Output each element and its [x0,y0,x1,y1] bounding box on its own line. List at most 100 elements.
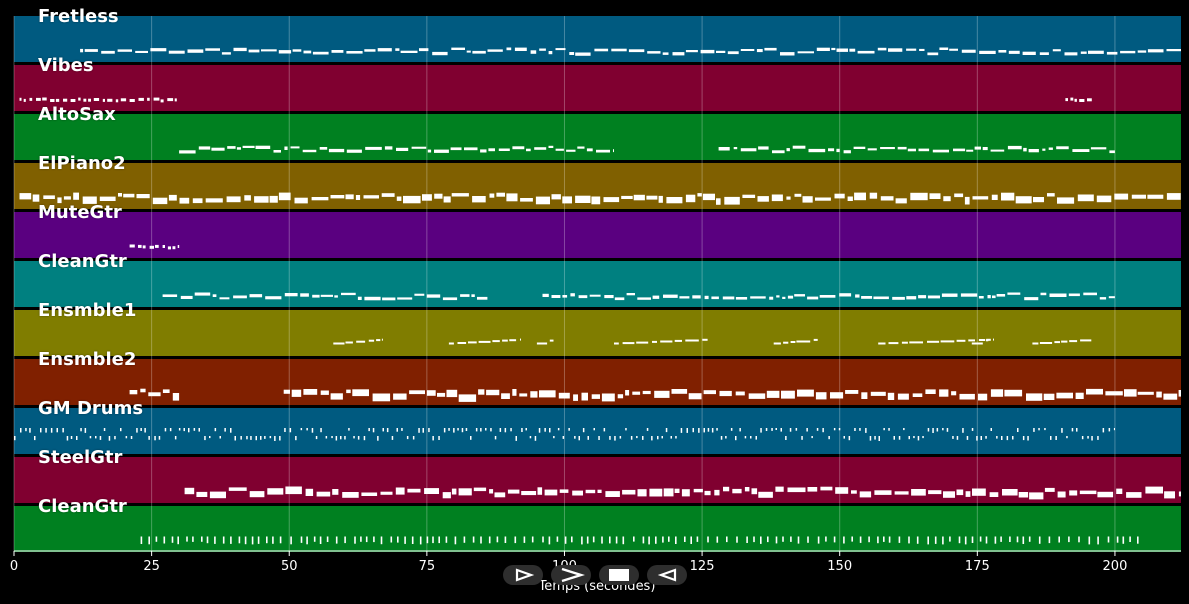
note [906,48,917,51]
note [93,98,100,101]
note [1049,293,1067,297]
note [396,428,398,432]
note [186,536,188,542]
note [843,436,845,439]
note [578,295,588,299]
note [692,295,701,299]
note [990,389,1004,397]
note [806,428,808,432]
note [1054,341,1060,344]
note [684,536,686,542]
note [89,436,92,439]
note [1163,393,1178,400]
note [272,536,274,544]
note [411,536,414,544]
note [461,428,464,433]
note [581,392,588,401]
note [825,536,827,542]
note [598,436,600,440]
note [279,536,282,544]
note [66,436,69,441]
note [625,390,630,396]
note [760,428,762,433]
note [744,436,747,439]
back-button[interactable] [647,565,687,585]
note [739,428,741,432]
note [927,536,929,545]
note [529,436,532,439]
note [551,295,561,298]
note [261,49,277,52]
note [1088,536,1091,545]
note [632,391,641,395]
note [494,492,506,498]
note [1137,536,1139,544]
note [888,48,903,52]
note [1137,50,1147,53]
note [848,436,851,441]
note [1088,50,1104,54]
note [1074,98,1077,102]
note [820,486,833,491]
note [1055,436,1057,440]
note [740,148,757,152]
note [206,536,209,544]
note [596,149,610,153]
note [703,390,716,395]
note [377,436,379,441]
note [40,428,42,433]
note [174,98,177,102]
note [311,197,329,201]
note [797,51,814,54]
note [704,490,711,496]
note [432,51,448,56]
note [1087,436,1089,439]
note [426,536,429,544]
note [424,488,439,494]
stop-button[interactable] [599,565,639,585]
note [711,296,719,300]
note [1024,297,1039,301]
note [353,436,355,439]
note [894,491,909,495]
note [1002,489,1018,496]
note [828,148,835,152]
note [196,491,208,497]
note [265,296,282,300]
note [458,394,477,402]
note [883,428,885,431]
play-button[interactable] [503,565,543,585]
note [102,98,105,102]
note [125,436,128,439]
note [911,489,926,496]
note [668,536,670,542]
note [908,436,910,440]
note [1080,51,1087,54]
note [1029,492,1044,500]
track-label: ElPiano2 [38,153,126,174]
note [478,389,485,395]
note [790,536,792,542]
note [120,98,127,102]
note [716,428,718,431]
note [419,536,422,545]
note [496,192,505,197]
note [306,428,308,431]
note [83,98,87,102]
note [987,295,991,299]
note [468,341,477,344]
forward-button[interactable] [551,565,591,585]
note [535,196,550,205]
track-label: MuteGtr [38,202,122,223]
note [916,536,919,544]
note [594,48,609,52]
note [1028,149,1039,153]
note [1137,391,1154,395]
note [1070,97,1074,101]
note [807,536,809,543]
note [559,489,569,493]
note [898,536,901,543]
note [757,196,769,202]
note [401,428,403,431]
note [404,536,406,544]
